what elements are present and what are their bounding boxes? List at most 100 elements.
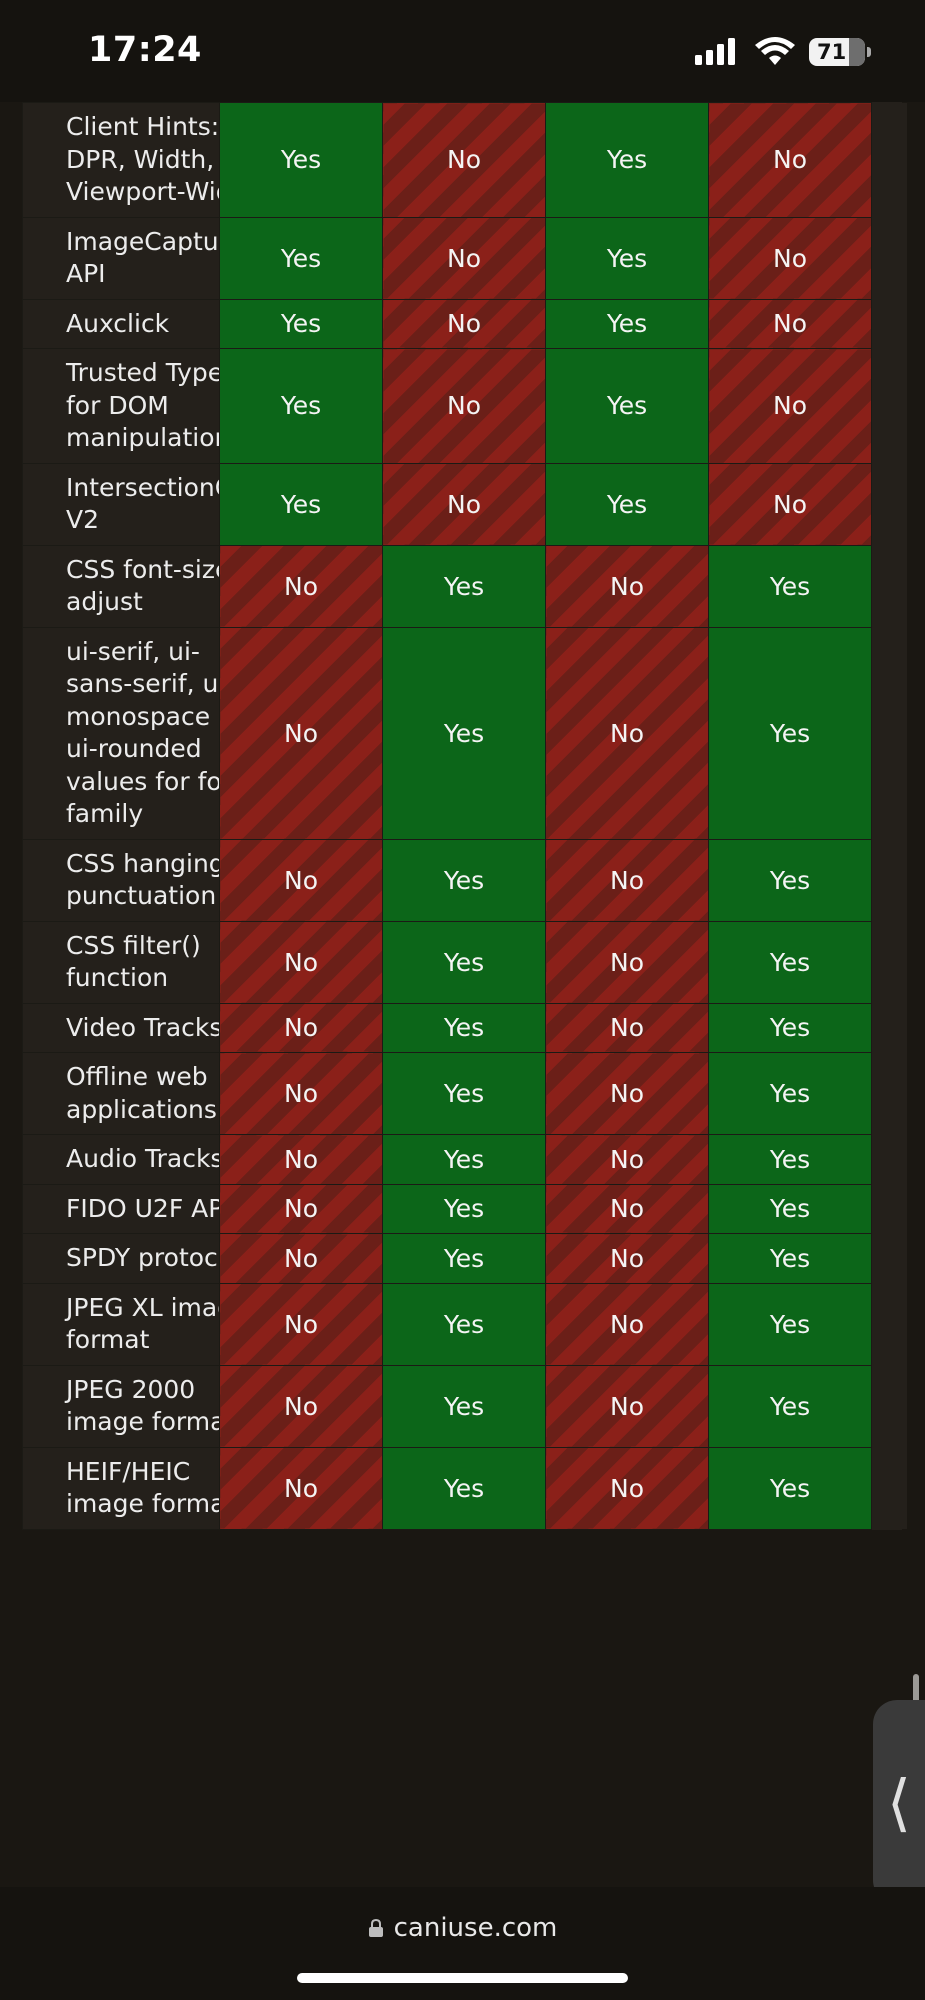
table-spacer bbox=[871, 217, 907, 299]
feature-cell[interactable]: JPEG 2000 image format bbox=[22, 1364, 220, 1448]
support-cell[interactable]: No bbox=[219, 838, 383, 922]
support-cell[interactable]: Yes bbox=[382, 1282, 546, 1366]
support-cell[interactable]: No bbox=[219, 544, 383, 628]
feature-cell[interactable]: HEIF/HEIC image format bbox=[22, 1446, 220, 1530]
support-cell[interactable]: Yes bbox=[545, 102, 709, 218]
feature-cell[interactable]: Offline web applications bbox=[22, 1052, 220, 1135]
support-cell[interactable]: No bbox=[219, 1052, 383, 1135]
feature-cell[interactable]: Audio Tracks bbox=[22, 1134, 220, 1185]
support-cell[interactable]: Yes bbox=[708, 1134, 872, 1185]
support-cell[interactable]: No bbox=[219, 1002, 383, 1053]
support-cell[interactable]: No bbox=[545, 1282, 709, 1366]
support-cell[interactable]: No bbox=[219, 626, 383, 840]
support-cell[interactable]: Yes bbox=[382, 1233, 546, 1284]
support-cell[interactable]: Yes bbox=[708, 920, 872, 1004]
support-cell[interactable]: No bbox=[382, 462, 546, 546]
support-cell[interactable]: No bbox=[545, 1446, 709, 1530]
support-cell[interactable]: Yes bbox=[219, 348, 383, 464]
feature-cell[interactable]: ui-serif, ui-sans-serif, ui-monospace an… bbox=[22, 626, 220, 840]
support-cell[interactable]: Yes bbox=[219, 462, 383, 546]
support-cell[interactable]: No bbox=[708, 462, 872, 546]
support-cell[interactable]: Yes bbox=[708, 1052, 872, 1135]
support-cell[interactable]: Yes bbox=[382, 838, 546, 922]
feature-cell[interactable]: Trusted Types for DOM manipulation bbox=[22, 348, 220, 464]
support-cell[interactable]: Yes bbox=[219, 102, 383, 218]
table-spacer bbox=[871, 1283, 907, 1365]
battery-level: 71 bbox=[817, 40, 847, 64]
support-table: Client Hints: DPR, Width, Viewport-Width… bbox=[22, 102, 907, 1530]
home-indicator[interactable] bbox=[297, 1973, 628, 1983]
feature-cell[interactable]: SPDY protocol bbox=[22, 1233, 220, 1284]
address-bar[interactable]: caniuse.com bbox=[0, 1913, 925, 1943]
feature-name: JPEG 2000 image format bbox=[66, 1374, 220, 1437]
support-cell[interactable]: Yes bbox=[708, 1002, 872, 1053]
feature-cell[interactable]: ImageCapture API bbox=[22, 216, 220, 300]
support-cell[interactable]: Yes bbox=[708, 544, 872, 628]
support-cell[interactable]: Yes bbox=[382, 1002, 546, 1053]
support-cell[interactable]: No bbox=[545, 838, 709, 922]
table-spacer bbox=[871, 1365, 907, 1447]
feature-cell[interactable]: IntersectionObserver V2 bbox=[22, 462, 220, 546]
support-cell[interactable]: Yes bbox=[545, 348, 709, 464]
feature-cell[interactable]: Video Tracks bbox=[22, 1002, 220, 1053]
support-cell[interactable]: Yes bbox=[382, 1134, 546, 1185]
support-cell[interactable]: No bbox=[382, 216, 546, 300]
support-cell[interactable]: No bbox=[219, 1282, 383, 1366]
support-cell[interactable]: Yes bbox=[545, 216, 709, 300]
support-cell[interactable]: Yes bbox=[382, 1052, 546, 1135]
support-cell[interactable]: No bbox=[708, 298, 872, 349]
feature-cell[interactable]: CSS font-size-adjust bbox=[22, 544, 220, 628]
support-cell[interactable]: Yes bbox=[708, 1233, 872, 1284]
support-cell[interactable]: No bbox=[382, 348, 546, 464]
feature-cell[interactable]: Client Hints: DPR, Width, Viewport-Width bbox=[22, 102, 220, 218]
feature-name: Offline web applications bbox=[66, 1062, 217, 1124]
support-cell[interactable]: No bbox=[545, 1364, 709, 1448]
support-cell[interactable]: No bbox=[219, 920, 383, 1004]
page-content[interactable]: Client Hints: DPR, Width, Viewport-Width… bbox=[0, 102, 925, 1887]
feature-cell[interactable]: FIDO U2F API bbox=[22, 1183, 220, 1234]
support-cell[interactable]: Yes bbox=[708, 1282, 872, 1366]
table-row: HEIF/HEIC image format No Yes No Yes bbox=[22, 1446, 907, 1530]
support-cell[interactable]: No bbox=[219, 1364, 383, 1448]
support-cell[interactable]: No bbox=[545, 1002, 709, 1053]
support-cell[interactable]: Yes bbox=[382, 1183, 546, 1234]
support-cell[interactable]: No bbox=[708, 348, 872, 464]
support-cell[interactable]: Yes bbox=[219, 298, 383, 349]
support-cell[interactable]: No bbox=[708, 216, 872, 300]
support-cell[interactable]: No bbox=[219, 1233, 383, 1284]
support-cell[interactable]: No bbox=[708, 102, 872, 218]
support-cell[interactable]: No bbox=[545, 1233, 709, 1284]
support-cell[interactable]: Yes bbox=[382, 1364, 546, 1448]
feature-cell[interactable]: CSS filter() function bbox=[22, 920, 220, 1004]
support-cell[interactable]: Yes bbox=[382, 544, 546, 628]
support-cell[interactable]: No bbox=[545, 1134, 709, 1185]
table-spacer bbox=[871, 299, 907, 349]
support-cell[interactable]: No bbox=[545, 626, 709, 840]
support-cell[interactable]: No bbox=[219, 1183, 383, 1234]
support-cell[interactable]: Yes bbox=[545, 462, 709, 546]
feature-cell[interactable]: JPEG XL image format bbox=[22, 1282, 220, 1366]
support-cell[interactable]: No bbox=[382, 102, 546, 218]
support-cell[interactable]: Yes bbox=[382, 626, 546, 840]
support-cell[interactable]: Yes bbox=[708, 1446, 872, 1530]
support-cell[interactable]: Yes bbox=[708, 838, 872, 922]
support-cell[interactable]: Yes bbox=[545, 298, 709, 349]
support-cell[interactable]: No bbox=[545, 544, 709, 628]
support-cell[interactable]: Yes bbox=[219, 216, 383, 300]
support-cell[interactable]: No bbox=[545, 1052, 709, 1135]
feature-name: Auxclick bbox=[66, 308, 170, 338]
support-cell[interactable]: Yes bbox=[708, 1183, 872, 1234]
support-cell[interactable]: Yes bbox=[382, 1446, 546, 1530]
support-cell[interactable]: No bbox=[545, 920, 709, 1004]
support-cell[interactable]: No bbox=[382, 298, 546, 349]
support-cell[interactable]: No bbox=[545, 1183, 709, 1234]
feature-cell[interactable]: Auxclick bbox=[22, 298, 220, 349]
support-cell[interactable]: Yes bbox=[382, 920, 546, 1004]
support-cell[interactable]: Yes bbox=[708, 626, 872, 840]
support-cell[interactable]: No bbox=[219, 1446, 383, 1530]
support-cell[interactable]: No bbox=[219, 1134, 383, 1185]
support-cell[interactable]: Yes bbox=[708, 1364, 872, 1448]
side-panel-handle[interactable]: ⟨ bbox=[873, 1700, 925, 1904]
feature-cell[interactable]: CSS hanging-punctuation bbox=[22, 838, 220, 922]
table-spacer bbox=[871, 1134, 907, 1184]
